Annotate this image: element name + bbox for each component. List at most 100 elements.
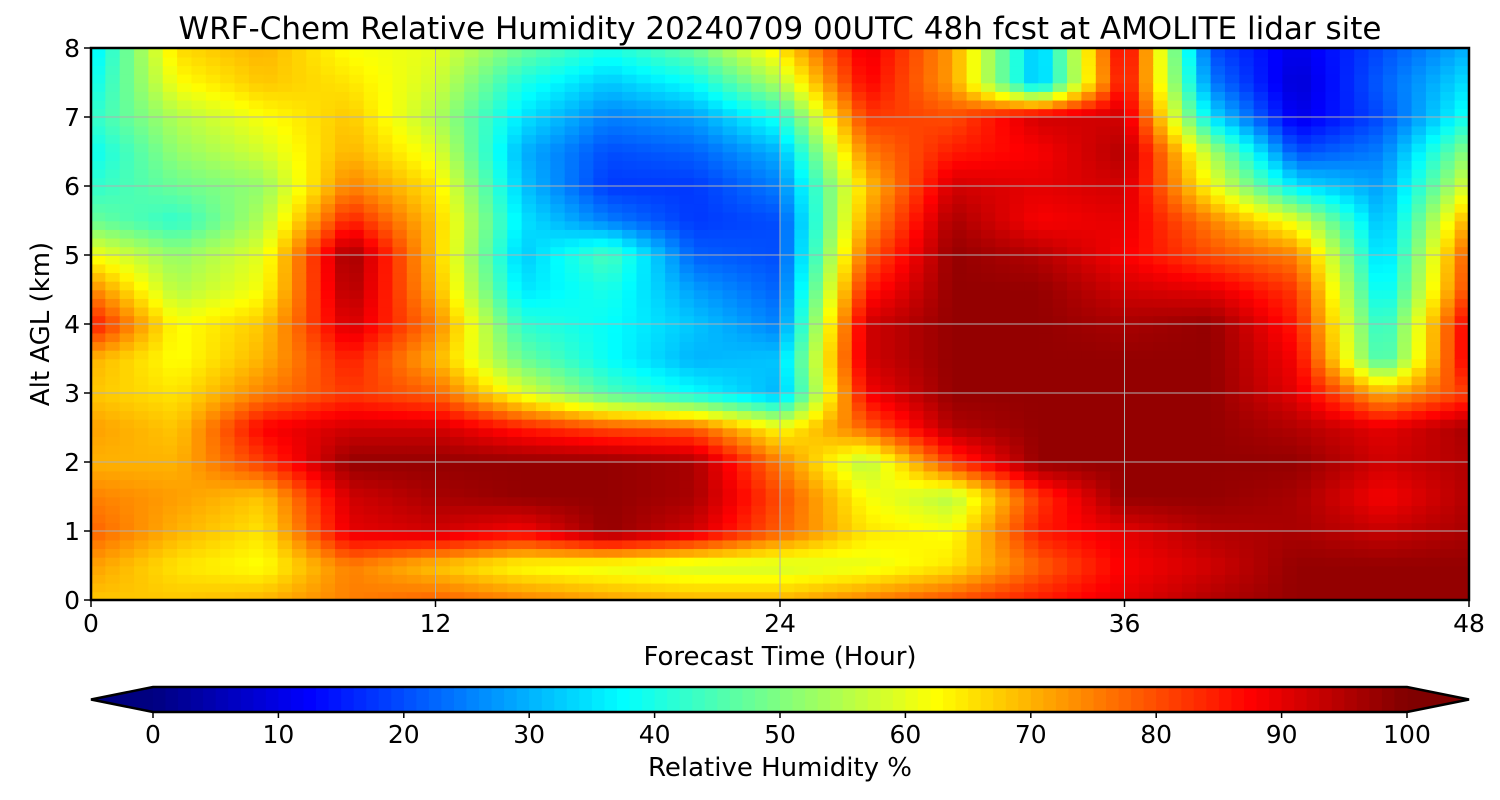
heatmap-cell bbox=[335, 513, 351, 524]
heatmap-cell bbox=[909, 410, 925, 420]
heatmap-cell bbox=[650, 539, 666, 550]
heatmap-cell bbox=[449, 548, 465, 558]
heatmap-cell bbox=[1110, 177, 1126, 187]
heatmap-cell bbox=[550, 272, 566, 282]
heatmap-cell bbox=[392, 556, 408, 567]
heatmap-cell bbox=[1196, 298, 1212, 308]
heatmap-cell bbox=[478, 315, 494, 325]
heatmap-cell bbox=[291, 315, 308, 325]
heatmap-cell bbox=[177, 393, 193, 403]
heatmap-cell bbox=[579, 539, 595, 550]
heatmap-cell bbox=[421, 82, 437, 92]
heatmap-cell bbox=[449, 203, 465, 213]
heatmap-cell bbox=[636, 194, 652, 205]
heatmap-cell bbox=[277, 462, 293, 472]
heatmap-cell bbox=[363, 418, 379, 429]
heatmap-cell bbox=[535, 487, 552, 498]
heatmap-cell bbox=[406, 65, 422, 75]
heatmap-cell bbox=[91, 410, 107, 420]
heatmap-cell bbox=[550, 73, 566, 84]
heatmap-cell bbox=[880, 203, 896, 213]
heatmap-cell bbox=[894, 487, 910, 498]
heatmap-cell bbox=[349, 229, 365, 239]
heatmap-cell bbox=[478, 453, 494, 463]
heatmap-cell bbox=[751, 539, 767, 550]
heatmap-cell bbox=[1081, 280, 1097, 291]
heatmap-cell bbox=[665, 444, 681, 455]
heatmap-cell bbox=[91, 332, 107, 343]
heatmap-cell bbox=[1095, 324, 1111, 334]
heatmap-cell bbox=[191, 565, 207, 575]
heatmap-cell bbox=[923, 393, 939, 403]
heatmap-cell bbox=[765, 315, 781, 325]
heatmap-cell bbox=[177, 427, 193, 437]
heatmap-cell bbox=[464, 211, 480, 222]
heatmap-cell bbox=[794, 280, 810, 291]
heatmap-cell bbox=[492, 418, 509, 429]
heatmap-cell bbox=[636, 160, 652, 170]
heatmap-cell bbox=[1067, 306, 1083, 317]
heatmap-cell bbox=[722, 211, 738, 222]
heatmap-cell bbox=[607, 142, 623, 153]
heatmap-cell bbox=[1095, 315, 1111, 325]
heatmap-cell bbox=[248, 263, 265, 274]
heatmap-cell bbox=[550, 48, 566, 58]
heatmap-cell bbox=[1024, 168, 1040, 179]
heatmap-cell bbox=[894, 117, 910, 127]
heatmap-cell bbox=[1110, 384, 1126, 394]
heatmap-cell bbox=[291, 367, 308, 377]
heatmap-cell bbox=[679, 186, 695, 196]
heatmap-cell bbox=[665, 289, 681, 299]
heatmap-cell bbox=[205, 384, 221, 394]
heatmap-cell bbox=[277, 375, 293, 386]
heatmap-cell bbox=[980, 324, 997, 334]
heatmap-cell bbox=[148, 108, 164, 118]
heatmap-cell bbox=[636, 522, 652, 532]
heatmap-cell bbox=[1038, 229, 1054, 239]
heatmap-cell bbox=[751, 487, 767, 498]
heatmap-cell bbox=[1167, 479, 1183, 489]
heatmap-cell bbox=[134, 513, 150, 524]
heatmap-cell bbox=[794, 401, 810, 412]
heatmap-cell bbox=[1052, 315, 1068, 325]
heatmap-cell bbox=[119, 349, 135, 360]
heatmap-cell bbox=[909, 194, 925, 205]
heatmap-cell bbox=[521, 194, 537, 205]
heatmap-cell bbox=[966, 410, 982, 420]
heatmap-cell bbox=[607, 168, 623, 179]
heatmap-cell bbox=[1181, 548, 1198, 558]
heatmap-cell bbox=[148, 289, 164, 299]
heatmap-cell bbox=[1009, 462, 1025, 472]
heatmap-cell bbox=[1009, 272, 1025, 282]
heatmap-cell bbox=[851, 211, 867, 222]
heatmap-cell bbox=[1196, 444, 1212, 455]
heatmap-cell bbox=[234, 574, 250, 584]
heatmap-cell bbox=[1024, 177, 1040, 187]
heatmap-cell bbox=[162, 324, 178, 334]
heatmap-cell bbox=[1009, 177, 1025, 187]
heatmap-cell bbox=[363, 384, 379, 394]
heatmap-cell bbox=[1009, 539, 1025, 550]
heatmap-cell bbox=[952, 194, 968, 205]
heatmap-cell bbox=[722, 591, 738, 600]
heatmap-cell bbox=[866, 108, 882, 118]
heatmap-cell bbox=[665, 99, 681, 110]
heatmap-cell bbox=[1067, 332, 1083, 343]
heatmap-cell bbox=[535, 194, 552, 205]
heatmap-cell bbox=[980, 462, 997, 472]
heatmap-cell bbox=[320, 539, 336, 550]
heatmap-cell bbox=[1196, 462, 1212, 472]
heatmap-cell bbox=[894, 565, 910, 575]
heatmap-cell bbox=[378, 48, 394, 58]
heatmap-cell bbox=[751, 117, 767, 127]
heatmap-cell bbox=[736, 315, 753, 325]
heatmap-cell bbox=[464, 73, 480, 84]
heatmap-cell bbox=[492, 263, 509, 274]
heatmap-cell bbox=[837, 496, 853, 506]
heatmap-cell bbox=[607, 203, 623, 213]
heatmap-cell bbox=[392, 453, 408, 463]
heatmap-cell bbox=[1095, 522, 1111, 532]
heatmap-cell bbox=[622, 211, 638, 222]
heatmap-cell bbox=[866, 556, 882, 567]
heatmap-cell bbox=[894, 427, 910, 437]
